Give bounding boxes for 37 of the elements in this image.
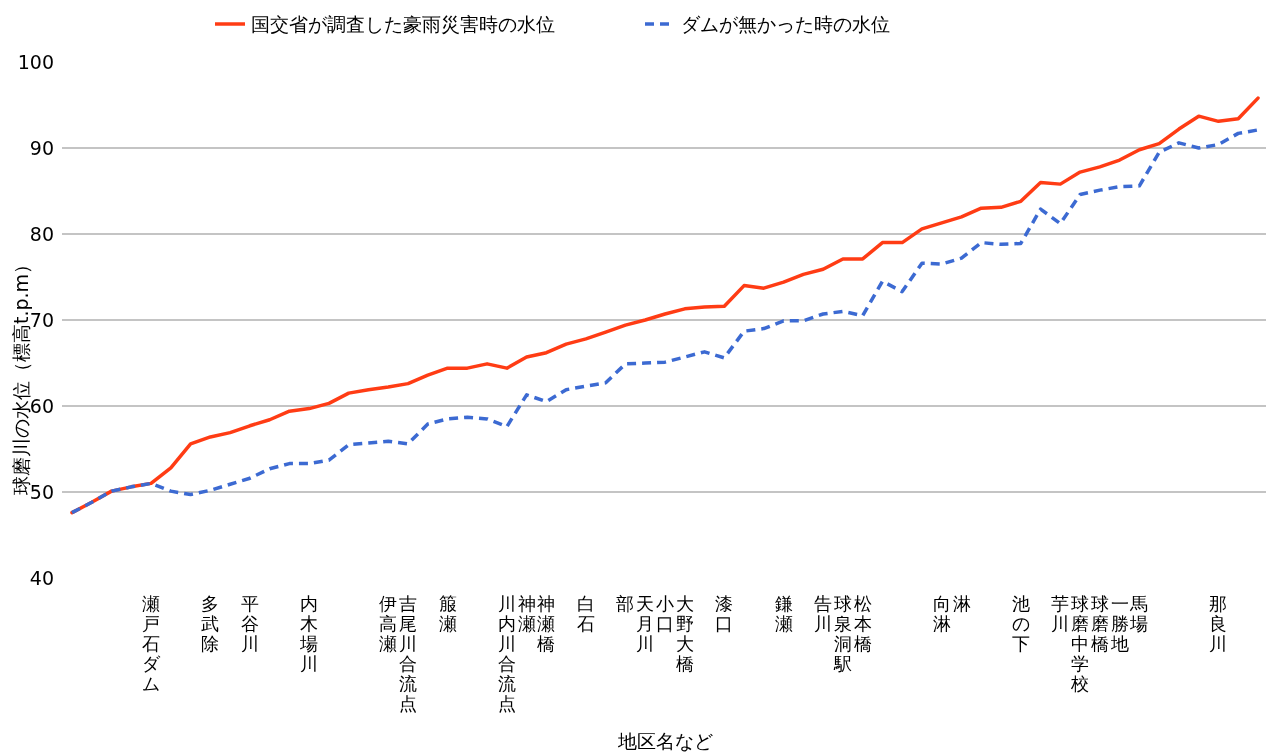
x-tick-label: 向淋: [932, 593, 951, 634]
x-tick-label: 球泉洞駅: [832, 593, 852, 674]
x-tick-label: 芋川: [1051, 593, 1070, 634]
x-tick-label: 球磨橋: [1090, 593, 1109, 654]
x-tick-label: 漆口: [715, 593, 734, 634]
x-tick-label: 那良川: [1209, 593, 1228, 654]
x-tick-label: 部: [616, 593, 635, 614]
x-tick-label: 大野大橋: [675, 593, 694, 674]
x-tick-label: 瀬戸石ダム: [142, 593, 162, 694]
x-tick-label: 多武除: [201, 593, 220, 654]
x-tick-label: 吉尾川合流点: [399, 593, 418, 714]
x-tick-label: 平谷川: [240, 593, 259, 654]
x-tick-label: 小口: [656, 593, 674, 634]
x-tick-label: 松本橋: [853, 593, 872, 654]
y-tick-label: 90: [29, 137, 54, 159]
y-tick-label: 40: [29, 567, 54, 589]
x-tick-label: 神瀬橋: [537, 593, 556, 654]
x-tick-label: 川内川合流点: [497, 593, 516, 714]
legend-label: 国交省が調査した豪雨災害時の水位: [251, 13, 555, 35]
x-tick-label: 告川: [814, 593, 833, 634]
x-tick-label: 淋: [952, 593, 971, 614]
x-tick-label: 白石: [576, 593, 595, 634]
y-axis-title: 球磨川の水位（標高t.p.m）: [10, 254, 32, 496]
legend-label: ダムが無かった時の水位: [681, 13, 890, 35]
x-tick-label: 内木場川: [299, 593, 319, 674]
y-tick-label: 80: [29, 223, 54, 245]
x-tick-label: 一勝地: [1109, 593, 1129, 654]
x-tick-label: 神瀬: [517, 593, 536, 634]
x-tick-label: 鎌瀬: [774, 593, 793, 634]
x-tick-label: 伊高瀬: [379, 593, 398, 654]
x-tick-label: 球磨中学校: [1070, 593, 1090, 694]
x-tick-label: 天月川: [636, 593, 655, 654]
x-tick-label: 箙瀬: [438, 593, 457, 634]
x-axis-title: 地区名など: [616, 730, 713, 752]
y-tick-label: 100: [17, 51, 54, 73]
x-tick-label: 池の下: [1011, 593, 1030, 654]
x-tick-label: 馬場: [1129, 593, 1149, 634]
